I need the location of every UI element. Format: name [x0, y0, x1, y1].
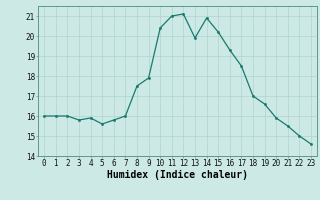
X-axis label: Humidex (Indice chaleur): Humidex (Indice chaleur) [107, 170, 248, 180]
